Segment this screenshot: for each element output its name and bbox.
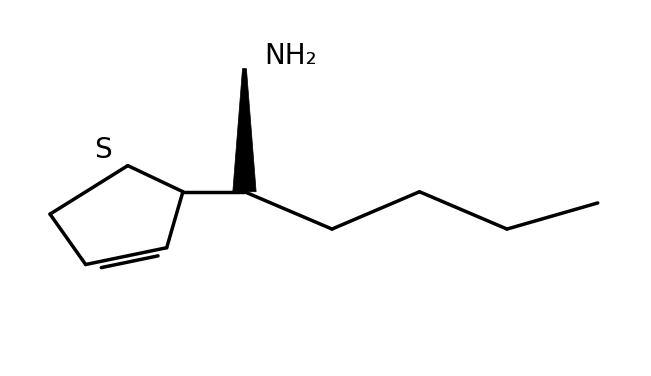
Text: NH₂: NH₂ [264,41,316,70]
Text: S: S [94,136,112,164]
Polygon shape [233,68,256,192]
